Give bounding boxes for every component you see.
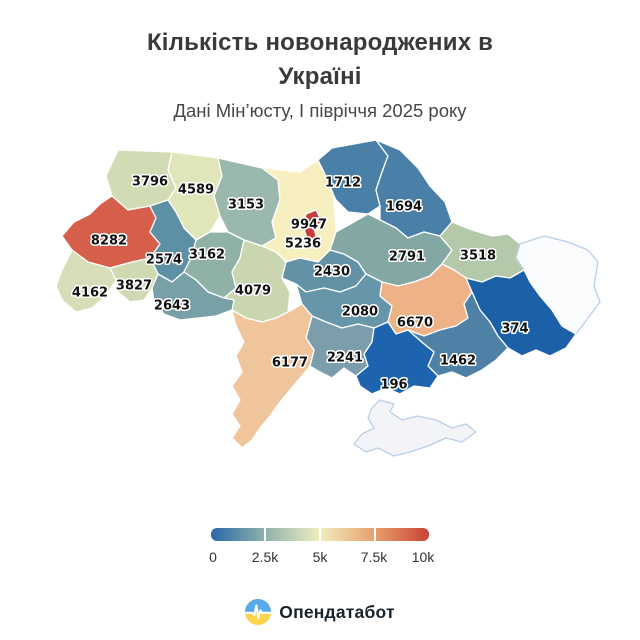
region-value-khmelnytskyi: 3162 — [189, 248, 225, 263]
region-value-vinnytsia: 4079 — [235, 284, 271, 299]
region-value-ivano-frankivsk: 3827 — [116, 279, 152, 294]
region-value-chernivtsi: 2643 — [154, 299, 190, 314]
region-value-volyn: 3796 — [132, 175, 168, 190]
legend-labels: 0 2.5k 5k 7.5k 10k — [209, 549, 434, 567]
region-kherson[interactable] — [355, 321, 439, 395]
legend-separator — [374, 528, 376, 541]
region-value-rivne: 4589 — [178, 183, 214, 198]
region-value-kirovohrad: 2080 — [342, 305, 378, 320]
region-zakarpattia[interactable] — [55, 249, 117, 313]
region-value-kharkiv: 3518 — [460, 249, 496, 264]
region-value-donetsk: 374 — [501, 322, 528, 337]
region-value-odesa: 6177 — [272, 356, 308, 371]
region-kyiv-city[interactable] — [302, 209, 323, 241]
region-value-zaporizhzhia: 1462 — [440, 354, 476, 369]
region-value-chernihiv: 1712 — [325, 176, 361, 191]
legend-separator — [319, 528, 321, 541]
region-value-mykolaiv: 2241 — [327, 351, 363, 366]
page-title-line1: Кількість новонароджених в — [146, 29, 494, 56]
region-value-ternopil: 2574 — [146, 253, 182, 268]
region-value-lviv: 8282 — [91, 234, 127, 249]
brand-footer[interactable]: Опендатабот — [0, 599, 640, 625]
logo-top-half — [245, 599, 272, 613]
region-value-kyiv-oblast: 5236 — [285, 237, 321, 252]
region-value-dnipro: 6670 — [397, 316, 433, 331]
legend-tick-0: 0 — [209, 549, 217, 565]
region-value-cherkasy: 2430 — [314, 265, 350, 280]
legend-tick-7-5k: 7.5k — [360, 549, 388, 565]
legend-tick-5k: 5k — [312, 549, 328, 565]
legend-gradient-bar — [211, 528, 429, 541]
region-chernivtsi[interactable] — [151, 271, 235, 321]
page-title-line2: Україні — [278, 63, 362, 90]
region-value-zhytomyr: 3153 — [228, 198, 264, 213]
brand-name: Опендатабот — [279, 601, 395, 622]
region-value-poltava: 2791 — [389, 250, 425, 265]
logo-pulse-line — [245, 604, 272, 620]
region-crimea[interactable] — [353, 399, 477, 457]
region-odesa[interactable] — [231, 303, 315, 449]
region-value-sumy: 1694 — [386, 200, 422, 215]
page-subtitle: Дані Мін’юсту, І півріччя 2025 року — [173, 100, 467, 121]
region-value-kyiv-city: 9947 — [291, 218, 327, 233]
region-value-kherson: 196 — [380, 378, 407, 393]
legend-separator — [264, 528, 266, 541]
region-value-zakarpattia: 4162 — [72, 286, 108, 301]
opendatabot-logo-icon — [245, 599, 272, 625]
legend-tick-10k: 10k — [411, 549, 435, 565]
legend-tick-2-5k: 2.5k — [251, 549, 279, 565]
header: Кількість новонароджених в Україні Дані … — [0, 26, 640, 123]
color-legend: 0 2.5k 5k 7.5k 10k — [209, 528, 434, 567]
region-ivano-frankivsk[interactable] — [109, 257, 159, 303]
